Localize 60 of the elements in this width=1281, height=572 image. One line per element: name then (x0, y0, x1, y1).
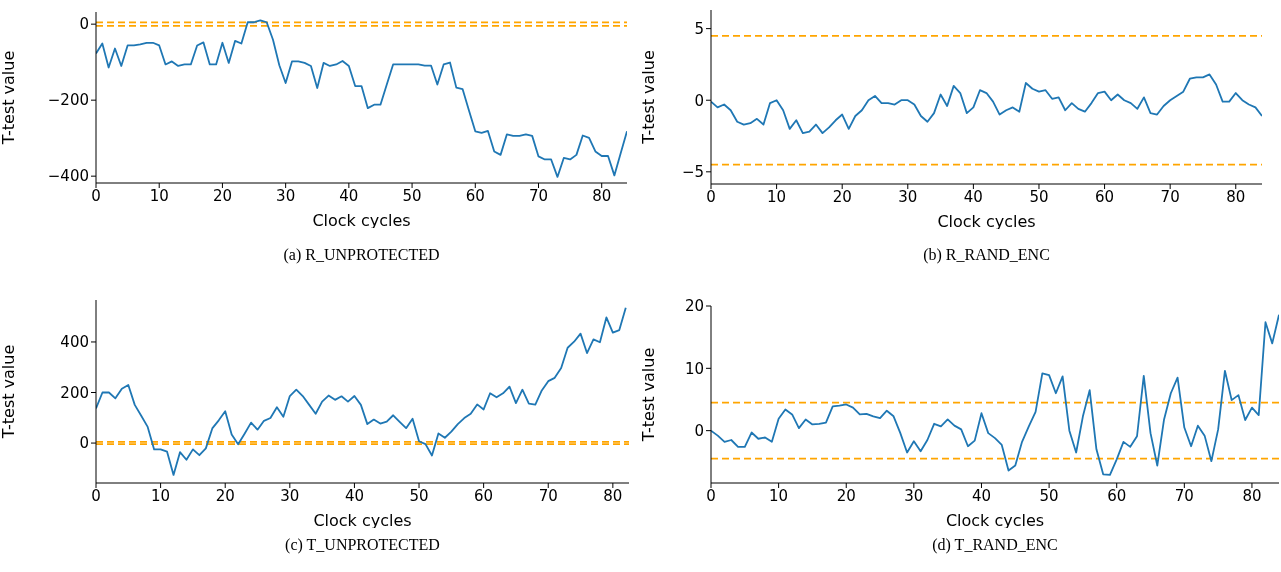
text: (d) T_RAND_ENC (931, 536, 1059, 554)
x-tick-label: 30 (280, 486, 300, 505)
y-axis-title: T-test value (638, 347, 658, 443)
x-tick-label: 50 (409, 486, 429, 505)
x-tick-label: 80 (1226, 187, 1246, 206)
x-tick-label: 30 (276, 186, 296, 205)
x-tick-label: 10 (767, 187, 787, 206)
text: (c) T_UNPROTECTED (284, 536, 441, 554)
line-series (96, 19, 627, 178)
y-tick-label: −400 (47, 167, 89, 186)
x-tick-label: 10 (769, 486, 789, 505)
x-tick-label: 70 (528, 186, 549, 205)
line-series (96, 306, 627, 476)
x-tick-label: 80 (1242, 486, 1262, 505)
y-tick-label: 10 (684, 359, 704, 378)
x-tick-label: 20 (832, 187, 852, 206)
y-axis-title: T-test value (638, 50, 658, 145)
x-tick-label: 70 (1174, 486, 1194, 505)
x-tick-label: 0 (706, 486, 716, 505)
y-tick-label: 0 (694, 91, 704, 110)
x-tick-label: 80 (603, 486, 623, 505)
y-tick-label: 200 (60, 383, 89, 402)
y-axis-title: T-test value (0, 50, 18, 146)
y-tick-label: 0 (694, 421, 704, 440)
x-tick-label: 60 (1095, 187, 1115, 206)
x-tick-label: 70 (1160, 187, 1180, 206)
x-tick-label: 20 (836, 486, 856, 505)
line-series (711, 313, 1279, 476)
x-tick-label: 30 (898, 187, 918, 206)
x-tick-label: 0 (91, 486, 101, 505)
y-tick-label: 0 (79, 15, 89, 34)
y-tick-label: 0 (79, 434, 89, 453)
x-tick-label: 10 (151, 486, 171, 505)
x-tick-label: 50 (1039, 486, 1059, 505)
x-tick-label: 40 (963, 187, 983, 206)
y-tick-label: 5 (694, 19, 704, 38)
y-tick-label: 20 (684, 297, 704, 316)
y-tick-label: −200 (47, 91, 89, 110)
x-tick-label: 40 (339, 186, 359, 205)
x-tick-label: 80 (592, 186, 612, 205)
y-tick-label: −5 (681, 163, 704, 182)
x-tick-label: 60 (1107, 486, 1127, 505)
text: (b) R_RAND_ENC (922, 246, 1051, 264)
x-tick-label: 20 (212, 186, 232, 205)
y-axis-title: T-test value (0, 344, 18, 440)
x-tick-label: 30 (904, 486, 924, 505)
x-tick-label: 20 (215, 486, 235, 505)
x-tick-label: 70 (538, 486, 558, 505)
text: (a) R_UNPROTECTED (282, 246, 441, 264)
x-tick-label: 0 (706, 187, 716, 206)
x-tick-label: 10 (149, 186, 169, 205)
x-tick-label: 50 (402, 186, 422, 205)
x-tick-label: 50 (1029, 187, 1049, 206)
x-tick-label: 0 (91, 186, 101, 205)
line-series (711, 73, 1262, 135)
x-tick-label: 60 (474, 486, 494, 505)
x-tick-label: 40 (971, 486, 992, 505)
x-tick-label: 40 (344, 486, 364, 505)
x-tick-label: 60 (465, 186, 485, 205)
y-tick-label: 400 (60, 333, 89, 352)
